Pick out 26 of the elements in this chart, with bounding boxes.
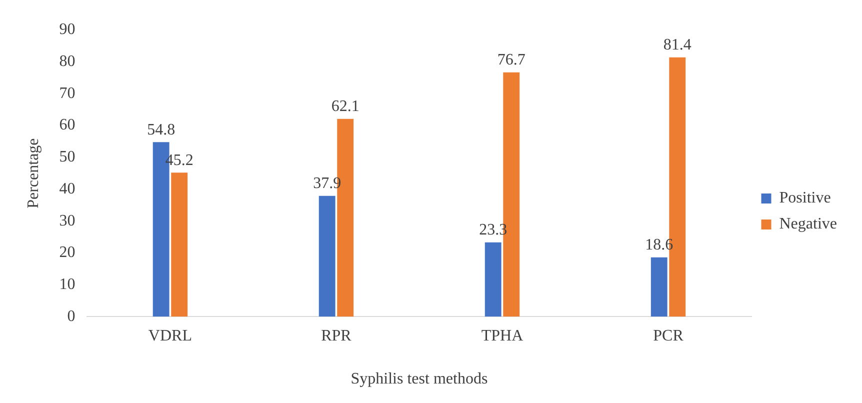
data-label: 62.1 xyxy=(331,98,360,116)
y-tick-label: 60 xyxy=(59,116,76,134)
y-tick-label: 0 xyxy=(67,308,76,325)
y-tick-label: 40 xyxy=(59,180,76,198)
data-label: 76.7 xyxy=(497,52,526,69)
x-axis-title: Syphilis test methods xyxy=(350,370,488,388)
x-tick-label: VDRL xyxy=(148,327,192,344)
legend-label: Negative xyxy=(779,216,837,233)
x-tick-label: RPR xyxy=(321,327,352,344)
data-label: 81.4 xyxy=(663,36,692,54)
bar xyxy=(171,172,188,317)
x-tick-label: PCR xyxy=(653,327,684,344)
y-tick-label: 90 xyxy=(59,21,76,38)
y-tick-label: 80 xyxy=(59,53,76,70)
bar xyxy=(318,196,336,317)
y-tick-label: 30 xyxy=(59,212,76,230)
y-tick-label: 10 xyxy=(59,276,76,293)
data-label: 54.8 xyxy=(147,121,176,138)
y-axis-title: Percentage xyxy=(24,138,42,208)
x-tick-label: TPHA xyxy=(481,327,524,344)
y-tick-label: 70 xyxy=(59,84,76,102)
y-tick-label: 50 xyxy=(59,148,76,166)
legend-label: Positive xyxy=(779,190,831,207)
y-tick-label: 20 xyxy=(59,244,76,262)
bar xyxy=(484,242,502,317)
bar xyxy=(650,257,668,317)
